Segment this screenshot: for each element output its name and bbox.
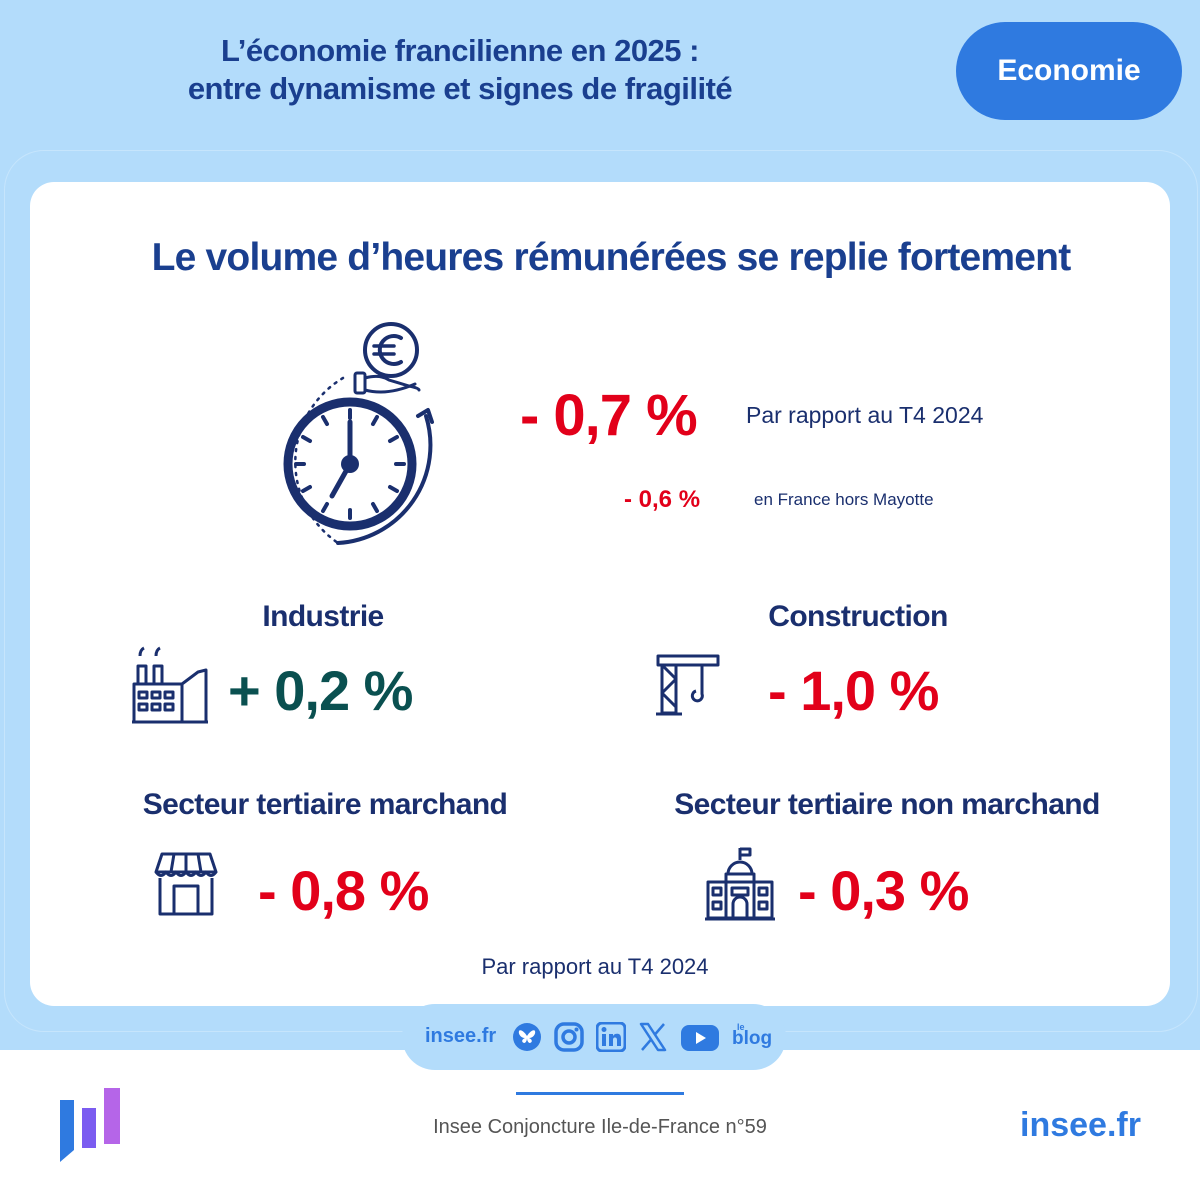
clock-euro-icon	[283, 322, 434, 545]
category-badge: Economie	[956, 22, 1182, 120]
sector-value-market-services: - 0,8 %	[258, 859, 429, 922]
blog-icon-prefix: le	[737, 1022, 745, 1032]
sector-name-non-market-services: Secteur tertiaire non marchand	[674, 788, 1100, 821]
sector-value-industry: + 0,2 %	[228, 659, 413, 722]
instagram-icon[interactable]	[554, 1022, 584, 1052]
sector-name-market-services: Secteur tertiaire marchand	[142, 788, 508, 821]
shop-icon	[154, 852, 218, 916]
footer	[0, 1050, 1200, 1200]
sector-name-industry: Industrie	[262, 600, 384, 633]
info-card	[30, 182, 1170, 1006]
linkedin-icon[interactable]	[596, 1022, 626, 1052]
blog-icon-label: blog	[732, 1028, 773, 1049]
page-title-line-2: entre dynamisme et signes de fragilité	[187, 71, 733, 106]
card-title: Le volume d’heures rémunérées se replie …	[151, 236, 1072, 279]
factory-icon	[132, 646, 208, 724]
social-site-link[interactable]: insee.fr	[425, 1025, 497, 1047]
social-bar	[402, 1004, 786, 1070]
sector-name-construction: Construction	[768, 600, 948, 633]
main-variation-label: Par rapport au T4 2024	[746, 402, 984, 428]
footer-divider	[516, 1092, 684, 1095]
footer-site-link[interactable]: insee.fr	[1020, 1106, 1141, 1144]
sector-value-non-market-services: - 0,3 %	[798, 859, 969, 922]
x-icon[interactable]	[638, 1022, 668, 1052]
page-title-line-1: L’économie francilienne en 2025 :	[221, 33, 699, 68]
bluesky-icon[interactable]	[512, 1022, 542, 1052]
insee-logo-icon	[60, 1088, 120, 1162]
crane-icon	[656, 654, 720, 716]
main-variation-value: - 0,7 %	[520, 383, 698, 448]
public-building-icon	[705, 847, 775, 921]
footnote: Par rapport au T4 2024	[481, 954, 709, 979]
france-variation-label: en France hors Mayotte	[754, 490, 934, 509]
blog-icon[interactable]: le blog	[730, 1022, 780, 1054]
sector-value-construction: - 1,0 %	[768, 659, 939, 722]
page-title: L’économie francilienne en 2025 : entre …	[60, 32, 860, 108]
france-variation-value: - 0,6 %	[624, 486, 701, 513]
footer-publication: Insee Conjoncture Ile-de-France n°59	[433, 1116, 767, 1138]
youtube-icon[interactable]	[680, 1024, 720, 1052]
